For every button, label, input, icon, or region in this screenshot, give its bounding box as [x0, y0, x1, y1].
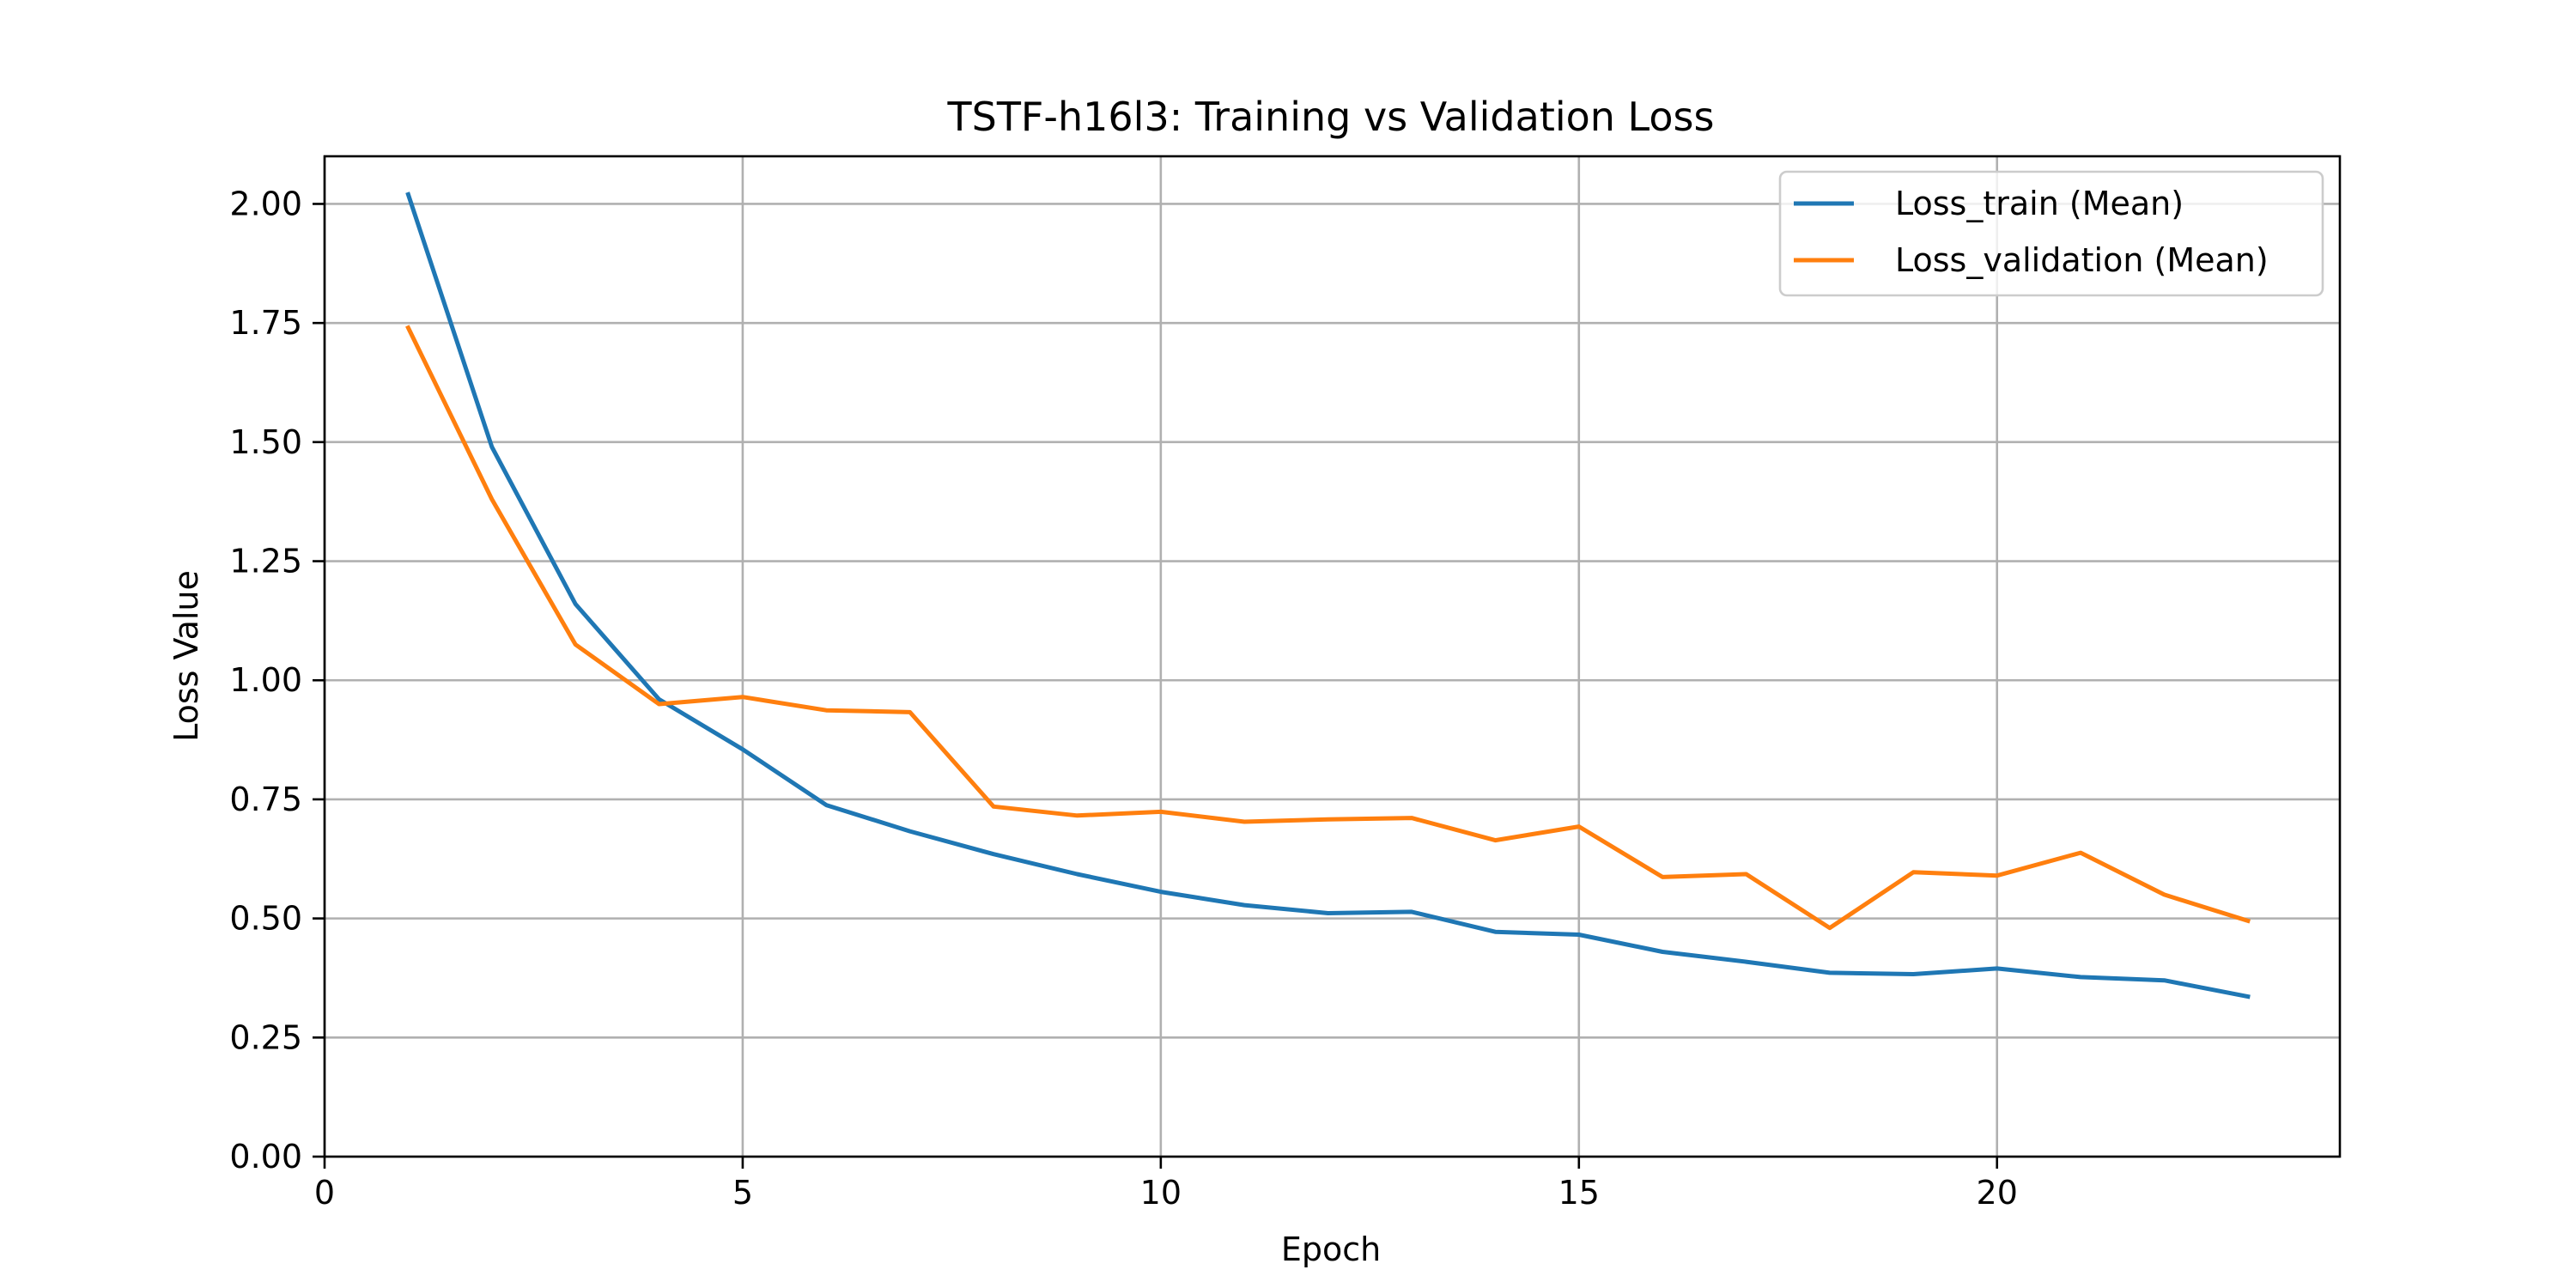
x-tick-label: 15 [1558, 1174, 1600, 1212]
y-tick-label: 1.75 [229, 304, 302, 342]
y-tick-label: 1.00 [229, 661, 302, 699]
legend: Loss_train (Mean) Loss_validation (Mean) [1778, 170, 2324, 297]
x-axis-label: Epoch [1281, 1230, 1381, 1268]
plot-frame [323, 155, 2342, 1158]
y-tick-label: 0.50 [229, 900, 302, 938]
legend-box [1778, 170, 2324, 297]
y-tick-label: 0.00 [229, 1138, 302, 1176]
legend-label: Loss_train (Mean) [1895, 185, 2184, 222]
legend-label: Loss_validation (Mean) [1895, 241, 2269, 279]
x-axis-ticks: 0 5 10 15 20 [314, 1157, 2018, 1212]
series-lines [405, 191, 2251, 999]
y-tick-label: 1.25 [229, 543, 302, 580]
y-tick-label: 2.00 [229, 185, 302, 222]
x-tick-label: 5 [732, 1174, 753, 1212]
y-axis-ticks: 0.00 0.25 0.50 0.75 1.00 1.25 1.50 1.75 2.00 [229, 185, 325, 1176]
y-tick-label: 0.75 [229, 781, 302, 818]
y-tick-label: 0.25 [229, 1018, 302, 1056]
series-line-validation [405, 325, 2251, 931]
y-tick-label: 1.50 [229, 423, 302, 461]
y-axis-label: Loss Value [167, 570, 205, 742]
grid [323, 156, 2340, 1158]
x-tick-label: 10 [1140, 1174, 1182, 1212]
x-tick-label: 20 [1977, 1174, 2018, 1212]
x-tick-label: 0 [314, 1174, 335, 1212]
chart-title: TSTF-h16l3: Training vs Validation Loss [947, 94, 1715, 140]
series-line-train [405, 191, 2251, 999]
